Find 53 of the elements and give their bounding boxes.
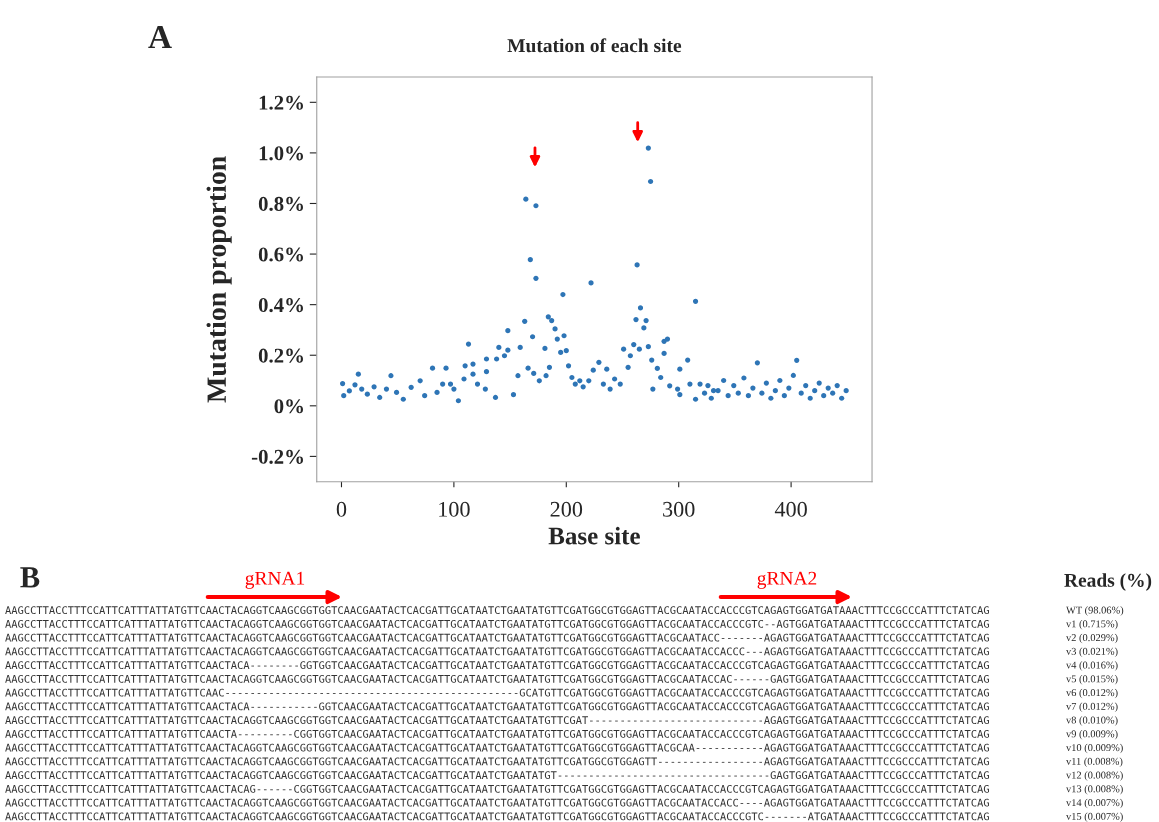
y-tick-label: 0.4% — [258, 298, 303, 313]
y-tick-label: 0% — [274, 399, 303, 414]
text: AAGCCTTACCTTTCCATTCATTTATTATGTTCAACTACAGGTCAAGCGGTGGTCAACGAATACTCACGATTGCATAATCTGAATATGTTCGATGGCGTGGAGTTACGCAATACCACCCGTC-------ATGATAAACTTTCCGCCCATTTCTATCAG — [5, 812, 989, 821]
text: B — [20, 567, 40, 588]
x-tick-label: 100 — [439, 501, 470, 517]
text: AAGCCTTACCTTTCCATTCATTTATTATGTTCAACTACAGGTCAAGCGGTGGTCAACGAATACTCACGATTGCATAATCTGAATATGTTCGATGGCGTGGAGTT-----------------AGAGTGGATGATAAACTTTCCGCCCATTTCTATCAG — [5, 757, 989, 766]
text: AAGCCTTACCTTTCCATTCATTTATTATGTTCAACTACAGGTCAAGCGGTGGTCAACGAATACTCACGATTGCATAATCTGAATATGTTCGATGGCGTGGAGTTACGCAATACCACCCGTCAGAGTGGATGATAAACTTTCCGCCCATTTCTATCAG — [5, 606, 989, 615]
y-tick-label: 0.8% — [258, 196, 303, 212]
text: v15 (0.007%) — [1066, 812, 1123, 822]
text: v12 (0.008%) — [1066, 771, 1123, 781]
y-tick-label: 1.2% — [259, 95, 303, 110]
text: AAGCCTTACCTTTCCATTCATTTATTATGTTCAACTACAGGTCAAGCGGTGGTCAACGAATACTCACGATTGCATAATCTGAATATGT----------------------------------GAGTGGATGATAAACTTTCCGCCCATTTCTATCAG — [5, 771, 989, 780]
text: Reads (%) — [1064, 573, 1152, 591]
text: AAGCCTTACCTTTCCATTCATTTATTATGTTCAACTACAGGTCAAGCGGTGGTCAACGAATACTCACGATTGCATAATCTGAATATGTTCGATGGCGTGGAGTTACGCAATACCACC----AGAGTGGATGATAAACTTTCCGCCCATTTCTATCAG — [5, 798, 989, 807]
x-tick-label: 0 — [336, 501, 347, 517]
text: WT (98.06%) — [1066, 606, 1124, 616]
y-axis-title: Mutation proportion — [206, 156, 232, 403]
text: AAGCCTTACCTTTCCATTCATTTATTATGTTCAACTACAGGTCAAGCGGTGGTCAACGAATACTCACGATTGCATAATCTGAATATGTTCGATGGCGTGGAGTTACGCAATACCACCCGTC--AGTGGATGATAAACTTTCCGCCCATTTCTATCAG — [5, 619, 989, 628]
text: v10 (0.009%) — [1066, 743, 1123, 754]
text: v7 (0.012%) — [1066, 702, 1118, 712]
text: AAGCCTTACCTTTCCATTCATTTATTATGTTCAACTACAGGTCAAGCGGTGGTCAACGAATACTCACGATTGCATAATCTGAATATGTTCGATGGCGTGGAGTTACGCAATACCAC------GAGTGGATGATAAACTTTCCGCCCATTTCTATCAG — [5, 674, 989, 683]
text: v4 (0.016%) — [1066, 661, 1118, 671]
text: v1 (0.715%) — [1066, 620, 1118, 630]
x-tick-label: 400 — [774, 501, 807, 517]
text: AAGCCTTACCTTTCCATTCATTTATTATGTTCAACTACAGGTCAAGCGGTGGTCAACGAATACTCACGATTGCATAATCTGAATATGTTCGAT----------------------------AGAGTGGATGATAAACTTTCCGCCCATTTCTATCAG — [5, 716, 989, 725]
text: A — [148, 26, 172, 49]
text: v13 (0.008%) — [1066, 785, 1123, 795]
x-tick-label: 300 — [663, 501, 695, 517]
text: gRNA1 — [245, 571, 305, 589]
text: AAGCCTTACCTTTCCATTCATTTATTATGTTCAACTACAGGTCAAGCGGTGGTCAACGAATACTCACGATTGCATAATCTGAATATGTTCGATGGCGTGGAGTTACGCAA-----------AGAGTGGATGATAAACTTTCCGCCCATTTCTATCAG — [5, 743, 989, 752]
text: v11 (0.008%) — [1066, 757, 1123, 767]
text: v2 (0.029%) — [1066, 633, 1118, 644]
text: v14 (0.007%) — [1066, 798, 1123, 809]
text: v9 (0.009%) — [1066, 730, 1118, 740]
text: AAGCCTTACCTTTCCATTCATTTATTATGTTCAACTACAG------CGGTGGTCAACGAATACTCACGATTGCATAATCTGAATATGTTCGATGGCGTGGAGTTACGCAATACCACCCGTCAGAGTGGATGATAAACTTTCCGCCCATTTCTATCAG — [5, 784, 989, 793]
y-tick-label: -0.2% — [251, 449, 303, 464]
y-tick-label: 0.6% — [258, 247, 303, 262]
text: AAGCCTTACCTTTCCATTCATTTATTATGTTCAAC-----------------------------------------------GCATGTTCGATGGCGTGGAGTTACGCAATACCACCCGTCAGAGTGGATGATAAACTTTCCGCCCATTTCTATCAG — [5, 688, 989, 697]
y-tick-label: 0.2% — [258, 348, 303, 363]
x-tick-label: 200 — [550, 501, 583, 517]
chart-title: Mutation of each site — [507, 38, 682, 53]
text: AAGCCTTACCTTTCCATTCATTTATTATGTTCAACTACAGGTCAAGCGGTGGTCAACGAATACTCACGATTGCATAATCTGAATATGTTCGATGGCGTGGAGTTACGCAATACCACCC---AGAGTGGATGATAAACTTTCCGCCCATTTCTATCAG — [5, 647, 989, 656]
text: v3 (0.021%) — [1066, 647, 1118, 657]
text: AAGCCTTACCTTTCCATTCATTTATTATGTTCAACTACAGGTCAAGCGGTGGTCAACGAATACTCACGATTGCATAATCTGAATATGTTCGATGGCGTGGAGTTACGCAATACC-------AGAGTGGATGATAAACTTTCCGCCCATTTCTATCAG — [5, 633, 989, 642]
text: AAGCCTTACCTTTCCATTCATTTATTATGTTCAACTACA-----------GGTCAACGAATACTCACGATTGCATAATCTGAATATGTTCGATGGCGTGGAGTTACGCAATACCACCCGTCAGAGTGGATGATAAACTTTCCGCCCATTTCTATCAG — [5, 702, 989, 711]
y-tick-label: 1.0% — [259, 146, 303, 161]
x-axis-title: Base site — [548, 526, 640, 545]
text: v8 (0.010%) — [1066, 716, 1118, 726]
text: v6 (0.012%) — [1066, 688, 1118, 699]
text: gRNA2 — [757, 571, 817, 589]
text: AAGCCTTACCTTTCCATTCATTTATTATGTTCAACTA---------CGGTGGTCAACGAATACTCACGATTGCATAATCTGAATATGTTCGATGGCGTGGAGTTACGCAATACCACCCGTCAGAGTGGATGATAAACTTTCCGCCCATTTCTATCAG — [5, 729, 989, 738]
text: v5 (0.015%) — [1066, 675, 1118, 685]
text: AAGCCTTACCTTTCCATTCATTTATTATGTTCAACTACA--------GGTGGTCAACGAATACTCACGATTGCATAATCTGAATATGTTCGATGGCGTGGAGTTACGCAATACCACCCGTCAGAGTGGATGATAAACTTTCCGCCCATTTCTATCAG — [5, 661, 989, 670]
